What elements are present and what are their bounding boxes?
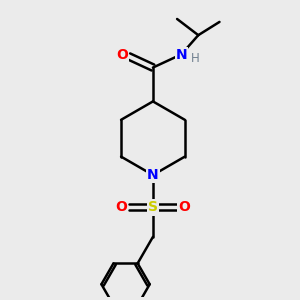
Text: N: N <box>147 168 159 182</box>
Text: O: O <box>116 200 128 214</box>
Text: H: H <box>191 52 200 65</box>
Text: O: O <box>178 200 190 214</box>
Text: S: S <box>148 200 158 214</box>
Text: N: N <box>176 48 187 62</box>
Text: O: O <box>116 48 128 62</box>
